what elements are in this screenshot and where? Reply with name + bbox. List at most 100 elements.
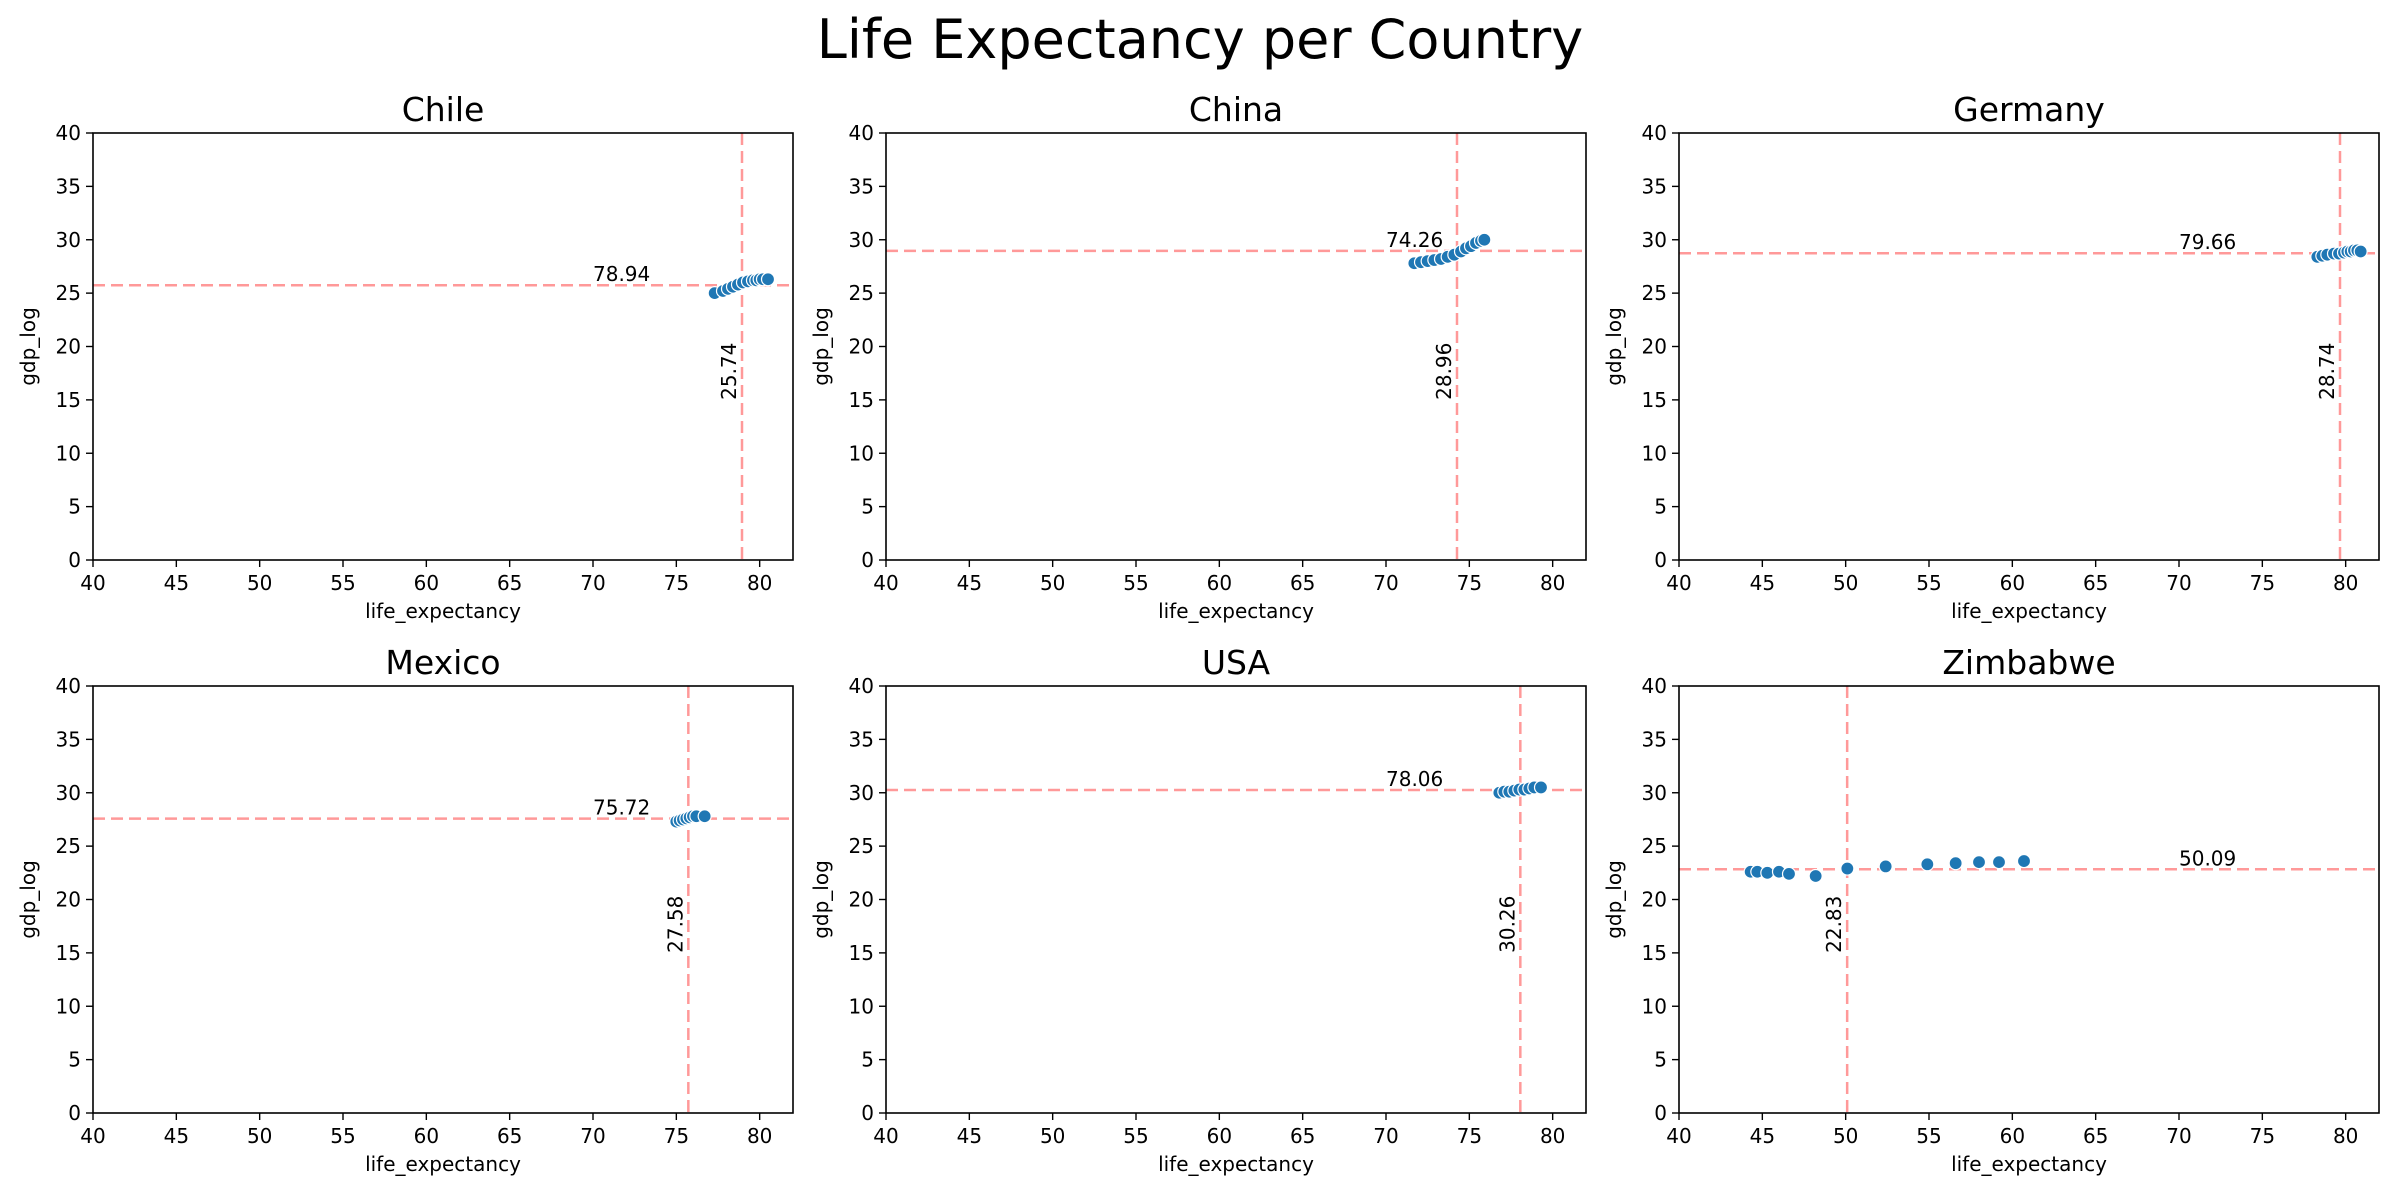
x-tick-label: 55: [330, 1124, 355, 1148]
x-tick-label: 40: [1666, 1124, 1691, 1148]
y-tick-label: 35: [1642, 727, 1667, 751]
data-point: [1971, 855, 1987, 870]
panel-title: Mexico: [385, 643, 500, 682]
y-tick-label: 5: [1654, 495, 1667, 519]
x-tick-label: 40: [1666, 571, 1691, 595]
y-tick-label: 25: [56, 281, 81, 305]
y-tick-label: 0: [68, 548, 81, 572]
y-tick-label: 15: [56, 388, 81, 412]
y-tick-label: 20: [56, 888, 81, 912]
x-tick-label: 75: [1457, 1124, 1482, 1148]
y-tick-label: 30: [56, 781, 81, 805]
x-tick-label: 65: [497, 571, 522, 595]
x-tick-label: 45: [957, 1124, 982, 1148]
x-axis-label: life_expectancy: [1951, 1152, 2107, 1176]
mean-life-expectancy-label: 79.66: [2179, 230, 2236, 254]
x-tick-label: 65: [2083, 571, 2108, 595]
y-tick-label: 30: [849, 228, 874, 252]
data-point: [1948, 856, 1963, 871]
data-point: [2353, 244, 2368, 259]
y-tick-label: 0: [861, 548, 874, 572]
plot-frame: [1678, 685, 2380, 1114]
panel-title: Zimbabwe: [1942, 643, 2115, 682]
x-tick-label: 55: [1123, 1124, 1148, 1148]
mean-life-expectancy-label: 74.26: [1386, 228, 1443, 252]
y-tick-label: 15: [56, 941, 81, 965]
mean-life-expectancy-label: 50.09: [2179, 846, 2236, 870]
chart-panel-mexico: 75.72 27.58 40 45 50 55 60 65 70 75 80 0 5 10 15 20 25 30…: [16, 643, 794, 1176]
data-point: [760, 272, 776, 287]
x-tick-label: 50: [247, 1124, 272, 1148]
x-tick-label: 60: [2000, 1124, 2025, 1148]
x-tick-label: 60: [1207, 571, 1232, 595]
x-tick-label: 60: [414, 571, 439, 595]
mean-gdp-label: 25.74: [717, 343, 741, 400]
chart-panel-germany: 79.66 28.74 40 45 50 55 60 65 70 75 80 0 5 10 15 20 25 30…: [1602, 90, 2380, 623]
x-tick-label: 75: [2250, 571, 2275, 595]
chart-panel-chile: 78.94 25.74 40 45 50 55 60 65 70 75 80 0 5 10 15 20 25 30…: [16, 90, 794, 623]
data-point: [2016, 853, 2032, 869]
x-tick-label: 50: [1040, 1124, 1065, 1148]
y-tick-label: 40: [56, 121, 81, 145]
y-tick-label: 40: [56, 674, 81, 698]
x-tick-label: 60: [2000, 571, 2025, 595]
y-tick-label: 40: [849, 121, 874, 145]
x-tick-label: 55: [1916, 571, 1941, 595]
y-tick-label: 20: [849, 888, 874, 912]
y-tick-label: 0: [1654, 548, 1667, 572]
x-tick-label: 55: [330, 571, 355, 595]
y-tick-label: 5: [68, 495, 81, 519]
x-tick-label: 80: [747, 1124, 772, 1148]
mean-gdp-label: 28.96: [1432, 343, 1456, 400]
y-axis-label: gdp_log: [16, 307, 40, 386]
y-tick-label: 20: [1642, 335, 1667, 359]
plot-frame: [885, 685, 1587, 1114]
y-tick-label: 5: [68, 1048, 81, 1072]
y-tick-label: 25: [56, 834, 81, 858]
plot-frame: [92, 132, 794, 561]
y-tick-label: 25: [849, 834, 874, 858]
x-tick-label: 70: [2166, 1124, 2191, 1148]
x-tick-label: 55: [1123, 571, 1148, 595]
y-tick-label: 30: [849, 781, 874, 805]
x-tick-label: 40: [873, 1124, 898, 1148]
y-tick-label: 35: [56, 727, 81, 751]
y-tick-label: 15: [1642, 941, 1667, 965]
x-tick-label: 50: [1833, 1124, 1858, 1148]
y-tick-label: 40: [1642, 121, 1667, 145]
x-tick-label: 80: [1540, 571, 1565, 595]
y-axis-label: gdp_log: [809, 860, 833, 939]
x-axis-label: life_expectancy: [365, 599, 521, 623]
x-tick-label: 70: [580, 571, 605, 595]
x-axis-label: life_expectancy: [365, 1152, 521, 1176]
y-tick-label: 25: [849, 281, 874, 305]
plot-frame: [885, 132, 1587, 561]
y-tick-label: 15: [1642, 388, 1667, 412]
data-point: [1808, 868, 1823, 884]
x-axis-label: life_expectancy: [1951, 599, 2107, 623]
y-tick-label: 35: [849, 174, 874, 198]
x-tick-label: 45: [1750, 1124, 1775, 1148]
y-tick-label: 5: [1654, 1048, 1667, 1072]
mean-gdp-label: 28.74: [2315, 343, 2339, 400]
y-tick-label: 10: [849, 994, 874, 1018]
x-tick-label: 80: [2333, 1124, 2358, 1148]
y-axis-label: gdp_log: [16, 860, 40, 939]
data-point: [1878, 859, 1893, 874]
mean-life-expectancy-label: 78.94: [593, 262, 650, 286]
y-axis-label: gdp_log: [1602, 860, 1626, 939]
x-tick-label: 60: [1207, 1124, 1232, 1148]
x-tick-label: 45: [164, 1124, 189, 1148]
y-tick-label: 5: [861, 1048, 874, 1072]
x-tick-label: 70: [580, 1124, 605, 1148]
y-tick-label: 10: [56, 441, 81, 465]
chart-panel-zimbabwe: 50.09 22.83 40 45 50 55 60 65 70 75 80 0 5 10 15 20 25 30…: [1602, 643, 2380, 1176]
x-tick-label: 80: [1540, 1124, 1565, 1148]
y-tick-label: 40: [1642, 674, 1667, 698]
x-tick-label: 65: [1290, 571, 1315, 595]
y-axis-label: gdp_log: [809, 307, 833, 386]
data-point: [1840, 861, 1855, 876]
x-tick-label: 50: [247, 571, 272, 595]
x-tick-label: 70: [1373, 1124, 1398, 1148]
